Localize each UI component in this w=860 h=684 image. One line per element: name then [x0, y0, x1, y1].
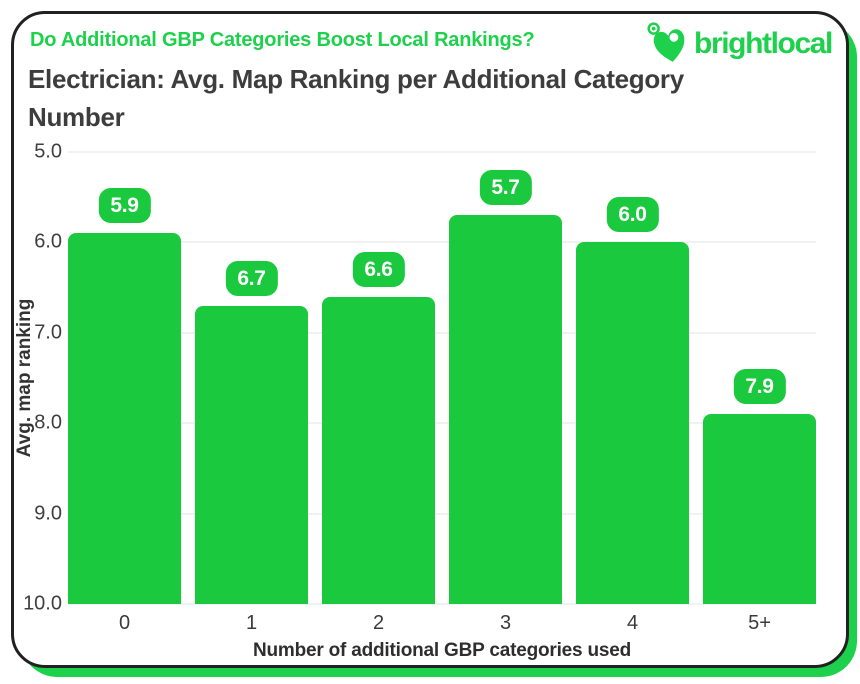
plot-area: 5.9 6.7 6.6 5.7 6.0 7.9	[68, 151, 816, 605]
y-tick-label: 5.0	[34, 140, 62, 163]
bar-category-5+	[703, 414, 816, 604]
y-tick-label: 10.0	[23, 592, 62, 615]
bar-category-0	[68, 233, 181, 604]
y-tick-label: 6.0	[34, 230, 62, 253]
x-tick-label: 4	[626, 612, 639, 634]
bar-value-badge: 5.9	[98, 188, 151, 224]
bar-category-4	[576, 242, 689, 604]
bar-category-3	[449, 215, 562, 604]
gridline	[68, 603, 816, 605]
header-question: Do Additional GBP Categories Boost Local…	[30, 29, 535, 51]
x-tick-label: 1	[245, 612, 258, 634]
y-tick-label: 8.0	[34, 411, 62, 434]
bar-value-badge: 5.7	[479, 170, 532, 206]
chart-title-line2: Number	[28, 102, 125, 132]
gridline	[68, 151, 816, 153]
x-tick-label: 2	[372, 612, 385, 634]
brand-logo: brightlocal	[645, 20, 833, 69]
x-tick-label: 3	[499, 612, 512, 634]
gridline	[68, 422, 816, 425]
gridline	[68, 512, 816, 515]
gridline	[68, 241, 816, 244]
chart-title: Electrician: Avg. Map Ranking per Additi…	[28, 60, 818, 136]
bar-value-badge: 6.7	[225, 260, 278, 296]
bar-category-1	[195, 305, 308, 604]
y-tick-label: 7.0	[34, 321, 62, 344]
bar-value-badge: 6.0	[606, 197, 659, 233]
x-tick-label: 0	[118, 612, 131, 634]
bar-category-2	[322, 296, 435, 604]
x-axis-title: Number of additional GBP categories used	[252, 640, 632, 661]
bar-value-badge: 6.6	[352, 251, 405, 287]
brand-name: brightlocal	[694, 27, 833, 60]
y-tick-label: 9.0	[34, 502, 62, 525]
bar-value-badge: 7.9	[733, 369, 786, 405]
chart-title-line1: Electrician: Avg. Map Ranking per Additi…	[28, 64, 684, 94]
x-tick-label: 5+	[748, 612, 771, 634]
gridline	[68, 331, 816, 334]
chart-card: Do Additional GBP Categories Boost Local…	[11, 11, 849, 668]
brand-heart-pin-icon	[645, 20, 691, 69]
